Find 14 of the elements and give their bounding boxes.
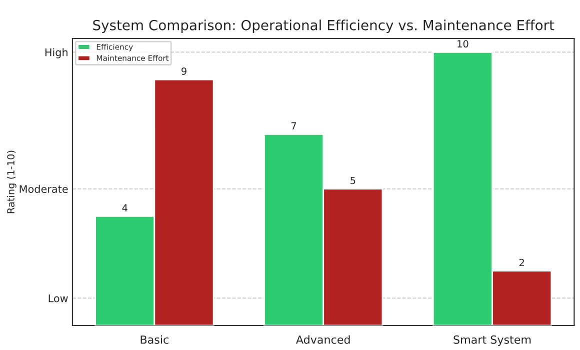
chart-title: System Comparison: Operational Efficiency vs. Maintenance Effort: [93, 20, 554, 34]
x-tick-label: Smart System: [454, 335, 531, 346]
ref-line-label: High: [45, 48, 68, 58]
data-label: 5: [350, 176, 356, 184]
data-label: 2: [519, 258, 524, 266]
text: Rating (1-10): [6, 150, 16, 214]
ref-line-label: Moderate: [20, 184, 68, 193]
ref-line-label: Low: [48, 294, 68, 302]
data-label: 10: [458, 40, 468, 48]
data-label: 7: [291, 122, 296, 130]
x-tick-label: Advanced: [296, 335, 350, 344]
data-label: 4: [122, 204, 128, 212]
data-label: 9: [182, 67, 186, 75]
x-tick-label: Basic: [140, 335, 168, 344]
